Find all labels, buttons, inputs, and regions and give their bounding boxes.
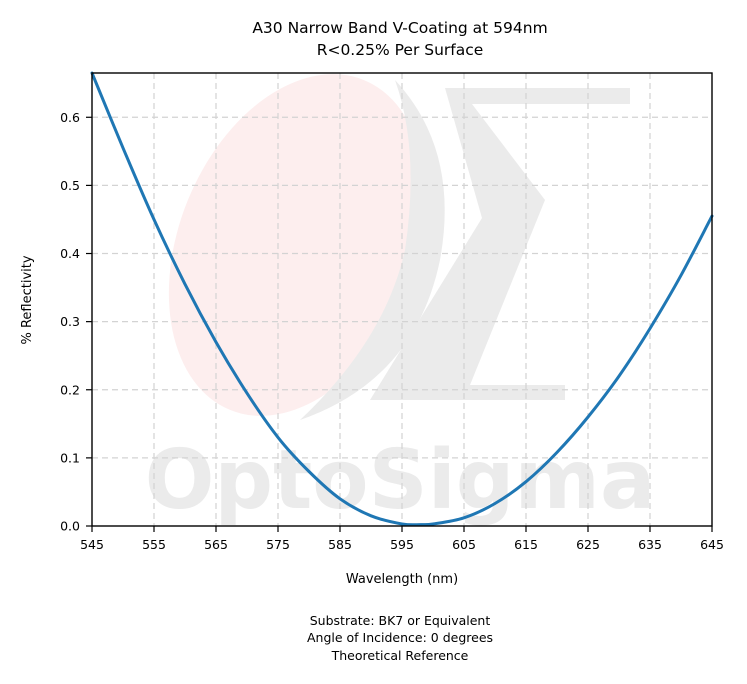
footnote-reference: Theoretical Reference (331, 648, 469, 663)
watermark-logo-arc (300, 80, 445, 420)
data-point (246, 392, 248, 395)
x-tick-label: 555 (142, 537, 166, 552)
data-point (122, 147, 124, 149)
x-tick-label: 585 (328, 537, 352, 552)
x-tick-label: 565 (204, 537, 228, 552)
data-point (308, 470, 310, 473)
y-tick-label: 0.3 (60, 314, 80, 329)
y-axis-label: % Reflectivity (20, 255, 35, 344)
x-tick-label: 615 (514, 537, 538, 552)
watermark-text: OptoSigma (145, 433, 656, 528)
y-tick-label: 0.4 (60, 246, 80, 261)
y-tick-label: 0.1 (60, 450, 80, 465)
data-point (153, 218, 155, 221)
data-point (494, 502, 496, 505)
x-tick-label: 605 (452, 537, 476, 552)
data-point (556, 451, 558, 454)
y-tick-label: 0.0 (60, 519, 80, 534)
watermark-logo-ellipse (168, 74, 426, 416)
data-point (419, 523, 422, 526)
y-tick-label: 0.2 (60, 382, 80, 397)
x-tick-label: 645 (700, 537, 724, 552)
x-tick-label: 625 (576, 537, 600, 552)
data-point (587, 416, 589, 418)
x-tick-label: 575 (266, 537, 290, 552)
chart-subtitle: R<0.25% Per Surface (316, 41, 484, 59)
data-point (649, 327, 651, 330)
data-point (184, 283, 186, 286)
x-tick-label: 595 (390, 537, 414, 552)
y-tick-label: 0.5 (60, 178, 80, 193)
x-axis-label: Wavelength (nm) (346, 572, 458, 587)
ticks: 545 555 565 575 585 595 605 615 625 635 645 0.0 0.1 0… (60, 110, 724, 552)
data-point (370, 515, 372, 517)
data-point (680, 274, 682, 277)
chart-title: A30 Narrow Band V-Coating at 594nm (252, 19, 548, 37)
reflectivity-curve (90, 71, 714, 527)
data-point (618, 375, 620, 377)
grid (92, 73, 712, 526)
data-point (525, 480, 527, 483)
data-point (463, 517, 465, 519)
y-tick-label: 0.6 (60, 110, 80, 125)
footnote-substrate: Substrate: BK7 or Equivalent (309, 613, 491, 628)
x-tick-label: 635 (638, 537, 662, 552)
watermark: OptoSigma (145, 74, 656, 528)
x-tick-label: 545 (80, 537, 104, 552)
data-point (339, 498, 341, 500)
data-point (215, 341, 217, 343)
footnote-angle: Angle of Incidence: 0 degrees (306, 630, 494, 645)
data-point (432, 523, 434, 525)
data-point (277, 436, 279, 439)
data-point (401, 523, 403, 525)
